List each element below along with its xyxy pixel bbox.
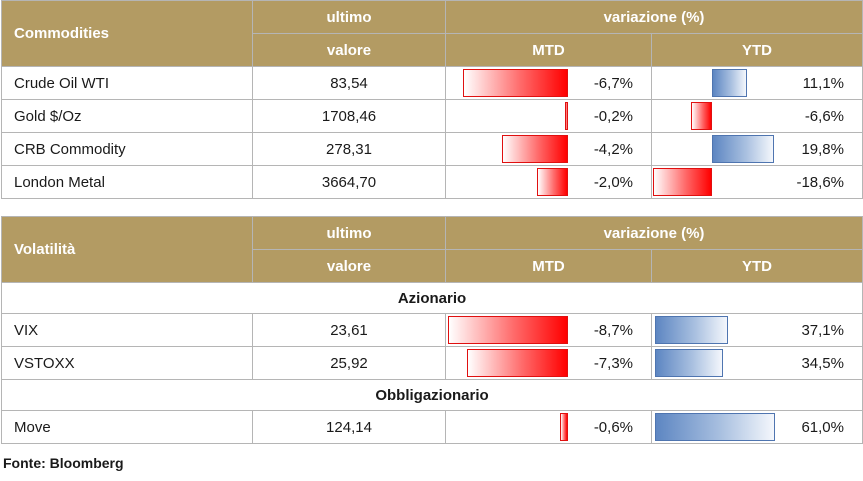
col-last-bottom: valore <box>252 33 446 67</box>
col-change: variazione (%) <box>445 216 863 250</box>
row-ytd-bar <box>691 102 712 130</box>
row-ytd-cell: 61,0% <box>651 410 863 444</box>
row-name: VIX <box>1 313 253 347</box>
row-mtd-value: -0,2% <box>593 107 633 125</box>
row-ytd-value: 11,1% <box>802 74 844 92</box>
col-mtd: MTD <box>445 249 652 283</box>
row-ytd-bar <box>712 69 747 97</box>
row-mtd-value: -7,3% <box>593 354 633 372</box>
row-ytd-bar <box>712 135 775 163</box>
table-row: London Metal 3664,70 -2,0% -18,6% <box>1 165 863 199</box>
row-value: 124,14 <box>252 410 446 444</box>
row-value: 23,61 <box>252 313 446 347</box>
row-value: 83,54 <box>252 66 446 100</box>
col-last-top: ultimo <box>252 216 446 250</box>
row-ytd-bar <box>655 413 775 441</box>
row-ytd-cell: -6,6% <box>651 99 863 133</box>
row-ytd-value: 34,5% <box>801 354 844 372</box>
row-mtd-value: -2,0% <box>593 173 633 191</box>
row-mtd-value: -6,7% <box>593 74 633 92</box>
table-row: VIX 23,61 -8,7% 37,1% <box>1 313 863 347</box>
bond-section: Obbligazionario <box>1 379 863 411</box>
row-ytd-cell: 34,5% <box>651 346 863 380</box>
row-value: 25,92 <box>252 346 446 380</box>
row-mtd-cell: -8,7% <box>445 313 652 347</box>
row-ytd-cell: 19,8% <box>651 132 863 166</box>
row-mtd-bar <box>559 413 568 441</box>
table-row: CRB Commodity 278,31 -4,2% 19,8% <box>1 132 863 166</box>
row-ytd-bar <box>655 316 728 344</box>
row-ytd-cell: 37,1% <box>651 313 863 347</box>
row-mtd-bar <box>502 135 568 163</box>
row-value: 1708,46 <box>252 99 446 133</box>
volatility-title: Volatilità <box>1 216 253 283</box>
section-equity: Azionario <box>1 282 863 314</box>
row-value: 278,31 <box>252 132 446 166</box>
row-ytd-value: 19,8% <box>801 140 844 158</box>
row-name: Move <box>1 410 253 444</box>
col-last-bottom: valore <box>252 249 446 283</box>
volatility-table: Volatilità ultimo variazione (%) valore … <box>1 216 863 444</box>
row-mtd-bar <box>463 69 568 97</box>
row-mtd-bar <box>564 102 568 130</box>
row-ytd-value: -6,6% <box>804 107 844 125</box>
row-ytd-bar <box>653 168 712 196</box>
table-row: Crude Oil WTI 83,54 -6,7% 11,1% <box>1 66 863 100</box>
bond-rows: Move 124,14 -0,6% 61,0% <box>1 410 863 444</box>
col-ytd: YTD <box>651 249 863 283</box>
row-mtd-cell: -2,0% <box>445 165 652 199</box>
col-mtd: MTD <box>445 33 652 67</box>
row-mtd-value: -0,6% <box>593 418 633 436</box>
equity-rows: VIX 23,61 -8,7% 37,1% VSTOXX 25,92 -7,3% 34,5% <box>1 313 863 380</box>
commodities-title: Commodities <box>1 0 253 67</box>
row-mtd-bar <box>448 316 568 344</box>
row-ytd-cell: 11,1% <box>651 66 863 100</box>
col-last-top: ultimo <box>252 0 446 34</box>
row-ytd-value: 37,1% <box>801 321 844 339</box>
col-ytd: YTD <box>651 33 863 67</box>
row-name: VSTOXX <box>1 346 253 380</box>
row-ytd-value: 61,0% <box>801 418 844 436</box>
row-ytd-cell: -18,6% <box>651 165 863 199</box>
table-row: VSTOXX 25,92 -7,3% 34,5% <box>1 346 863 380</box>
row-mtd-cell: -7,3% <box>445 346 652 380</box>
row-name: Gold $/Oz <box>1 99 253 133</box>
row-name: London Metal <box>1 165 253 199</box>
source-note: Fonte: Bloomberg <box>3 455 124 471</box>
row-mtd-bar <box>536 168 568 196</box>
row-mtd-cell: -6,7% <box>445 66 652 100</box>
row-value: 3664,70 <box>252 165 446 199</box>
row-mtd-cell: -4,2% <box>445 132 652 166</box>
row-mtd-cell: -0,2% <box>445 99 652 133</box>
table-row: Move 124,14 -0,6% 61,0% <box>1 410 863 444</box>
row-mtd-value: -8,7% <box>593 321 633 339</box>
row-mtd-value: -4,2% <box>593 140 633 158</box>
commodities-rows: Crude Oil WTI 83,54 -6,7% 11,1% Gold $/Oz 170… <box>1 66 863 199</box>
row-mtd-cell: -0,6% <box>445 410 652 444</box>
row-name: CRB Commodity <box>1 132 253 166</box>
section-bond: Obbligazionario <box>1 379 863 411</box>
table-row: Gold $/Oz 1708,46 -0,2% -6,6% <box>1 99 863 133</box>
row-mtd-bar <box>467 349 568 377</box>
commodities-table: Commodities ultimo variazione (%) valore… <box>1 0 863 199</box>
row-ytd-value: -18,6% <box>796 173 844 191</box>
col-change: variazione (%) <box>445 0 863 34</box>
row-ytd-bar <box>655 349 723 377</box>
row-name: Crude Oil WTI <box>1 66 253 100</box>
